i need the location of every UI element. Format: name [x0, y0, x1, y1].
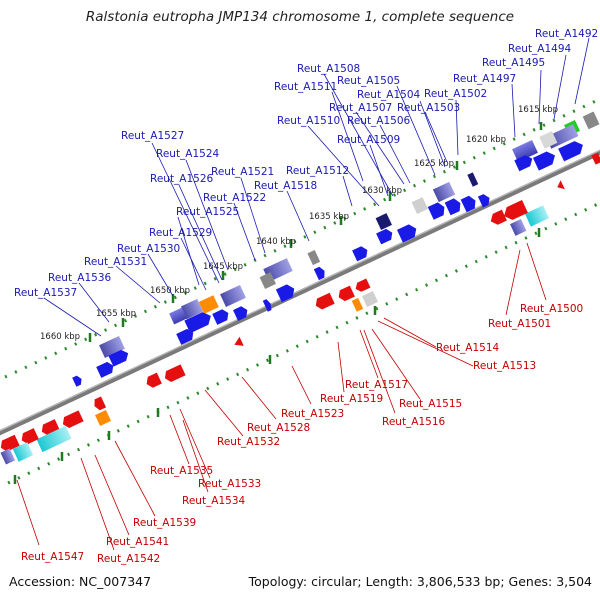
gene-label: Reut_A1521 — [211, 166, 274, 178]
bottom-leader-lines — [16, 242, 547, 551]
gene-label: Reut_A1535 — [150, 465, 213, 477]
gene-label: Reut_A1523 — [281, 408, 344, 420]
kbp-marker: 1635 kbp — [309, 212, 349, 222]
gene-label: Reut_A1547 — [21, 551, 84, 563]
gene-label: Reut_A1519 — [320, 393, 383, 405]
bottom-major-ticks — [13, 228, 541, 484]
gene-label: Reut_A1506 — [347, 115, 411, 127]
bottom-gene-labels: Reut_A1500 Reut_A1501 Reut_A1513 Reut_A1… — [21, 303, 583, 565]
gene-label: Reut_A1492 — [535, 28, 598, 40]
kbp-marker: 1640 kbp — [256, 237, 296, 247]
gene-label: Reut_A1541 — [106, 536, 169, 548]
gene-label: Reut_A1533 — [198, 478, 261, 490]
gene-label: Reut_A1539 — [133, 517, 196, 529]
gene-label: Reut_A1530 — [117, 243, 180, 255]
map-title: Ralstonia eutropha JMP134 chromosome 1, … — [85, 9, 515, 25]
gene-label: Reut_A1525 — [176, 206, 239, 218]
gene-label: Reut_A1511 — [274, 81, 337, 93]
accession-text: Accession: NC_007347 — [9, 574, 152, 589]
gene-label: Reut_A1504 — [357, 89, 421, 101]
gene-label: Reut_A1536 — [48, 272, 112, 284]
top-tick-track — [4, 97, 600, 379]
reverse-strand-genes — [0, 152, 600, 465]
gene-label: Reut_A1502 — [424, 88, 487, 100]
kbp-marker: 1645 kbp — [203, 262, 243, 272]
gene-label: Reut_A1500 — [520, 303, 583, 315]
top-gene-labels: Reut_A1492 Reut_A1494 Reut_A1495 Reut_A1… — [14, 28, 598, 299]
gene-label: Reut_A1529 — [149, 227, 212, 239]
gene-label: Reut_A1515 — [399, 398, 462, 410]
kbp-markers: 1615 kbp 1620 kbp 1625 kbp 1630 kbp 1635… — [40, 105, 558, 342]
gene-label: Reut_A1528 — [247, 422, 310, 434]
top-leader-lines — [43, 37, 590, 337]
gene-label: Reut_A1516 — [382, 416, 446, 428]
gene-label: Reut_A1494 — [508, 43, 572, 55]
gene-label: Reut_A1513 — [473, 360, 536, 372]
gene-label: Reut_A1509 — [337, 134, 400, 146]
gene-label: Reut_A1508 — [297, 63, 360, 75]
gene-label: Reut_A1522 — [203, 192, 266, 204]
gene-label: Reut_A1526 — [150, 173, 214, 185]
gene-label: Reut_A1517 — [345, 379, 408, 391]
gene-label: Reut_A1532 — [217, 436, 280, 448]
gene-label: Reut_A1512 — [286, 165, 349, 177]
gene-label: Reut_A1495 — [482, 57, 545, 69]
gene-label: Reut_A1542 — [97, 553, 160, 565]
gene-label: Reut_A1518 — [254, 180, 317, 192]
gene-label: Reut_A1507 — [329, 102, 392, 114]
bottom-tick-track — [7, 201, 600, 485]
gene-label: Reut_A1514 — [436, 342, 500, 354]
kbp-marker: 1660 kbp — [40, 332, 80, 342]
gene-label: Reut_A1505 — [337, 75, 400, 87]
gene-label: Reut_A1524 — [156, 148, 220, 160]
gene-label: Reut_A1537 — [14, 287, 77, 299]
kbp-marker: 1620 kbp — [466, 135, 506, 145]
kbp-marker: 1625 kbp — [414, 159, 454, 169]
chromosome-backbone — [0, 149, 600, 436]
forward-strand-genes — [72, 111, 600, 387]
gene-label: Reut_A1510 — [277, 115, 340, 127]
gene-label: Reut_A1497 — [453, 73, 516, 85]
kbp-marker: 1655 kbp — [96, 309, 136, 319]
gene-label: Reut_A1531 — [84, 256, 147, 268]
gene-label: Reut_A1527 — [121, 130, 184, 142]
gene-label: Reut_A1501 — [488, 318, 551, 330]
gene-label: Reut_A1534 — [182, 495, 246, 507]
topology-summary: Topology: circular; Length: 3,806,533 bp… — [248, 574, 592, 589]
kbp-marker: 1630 kbp — [362, 186, 402, 196]
kbp-marker: 1615 kbp — [518, 105, 558, 115]
gene-label: Reut_A1503 — [397, 102, 460, 114]
